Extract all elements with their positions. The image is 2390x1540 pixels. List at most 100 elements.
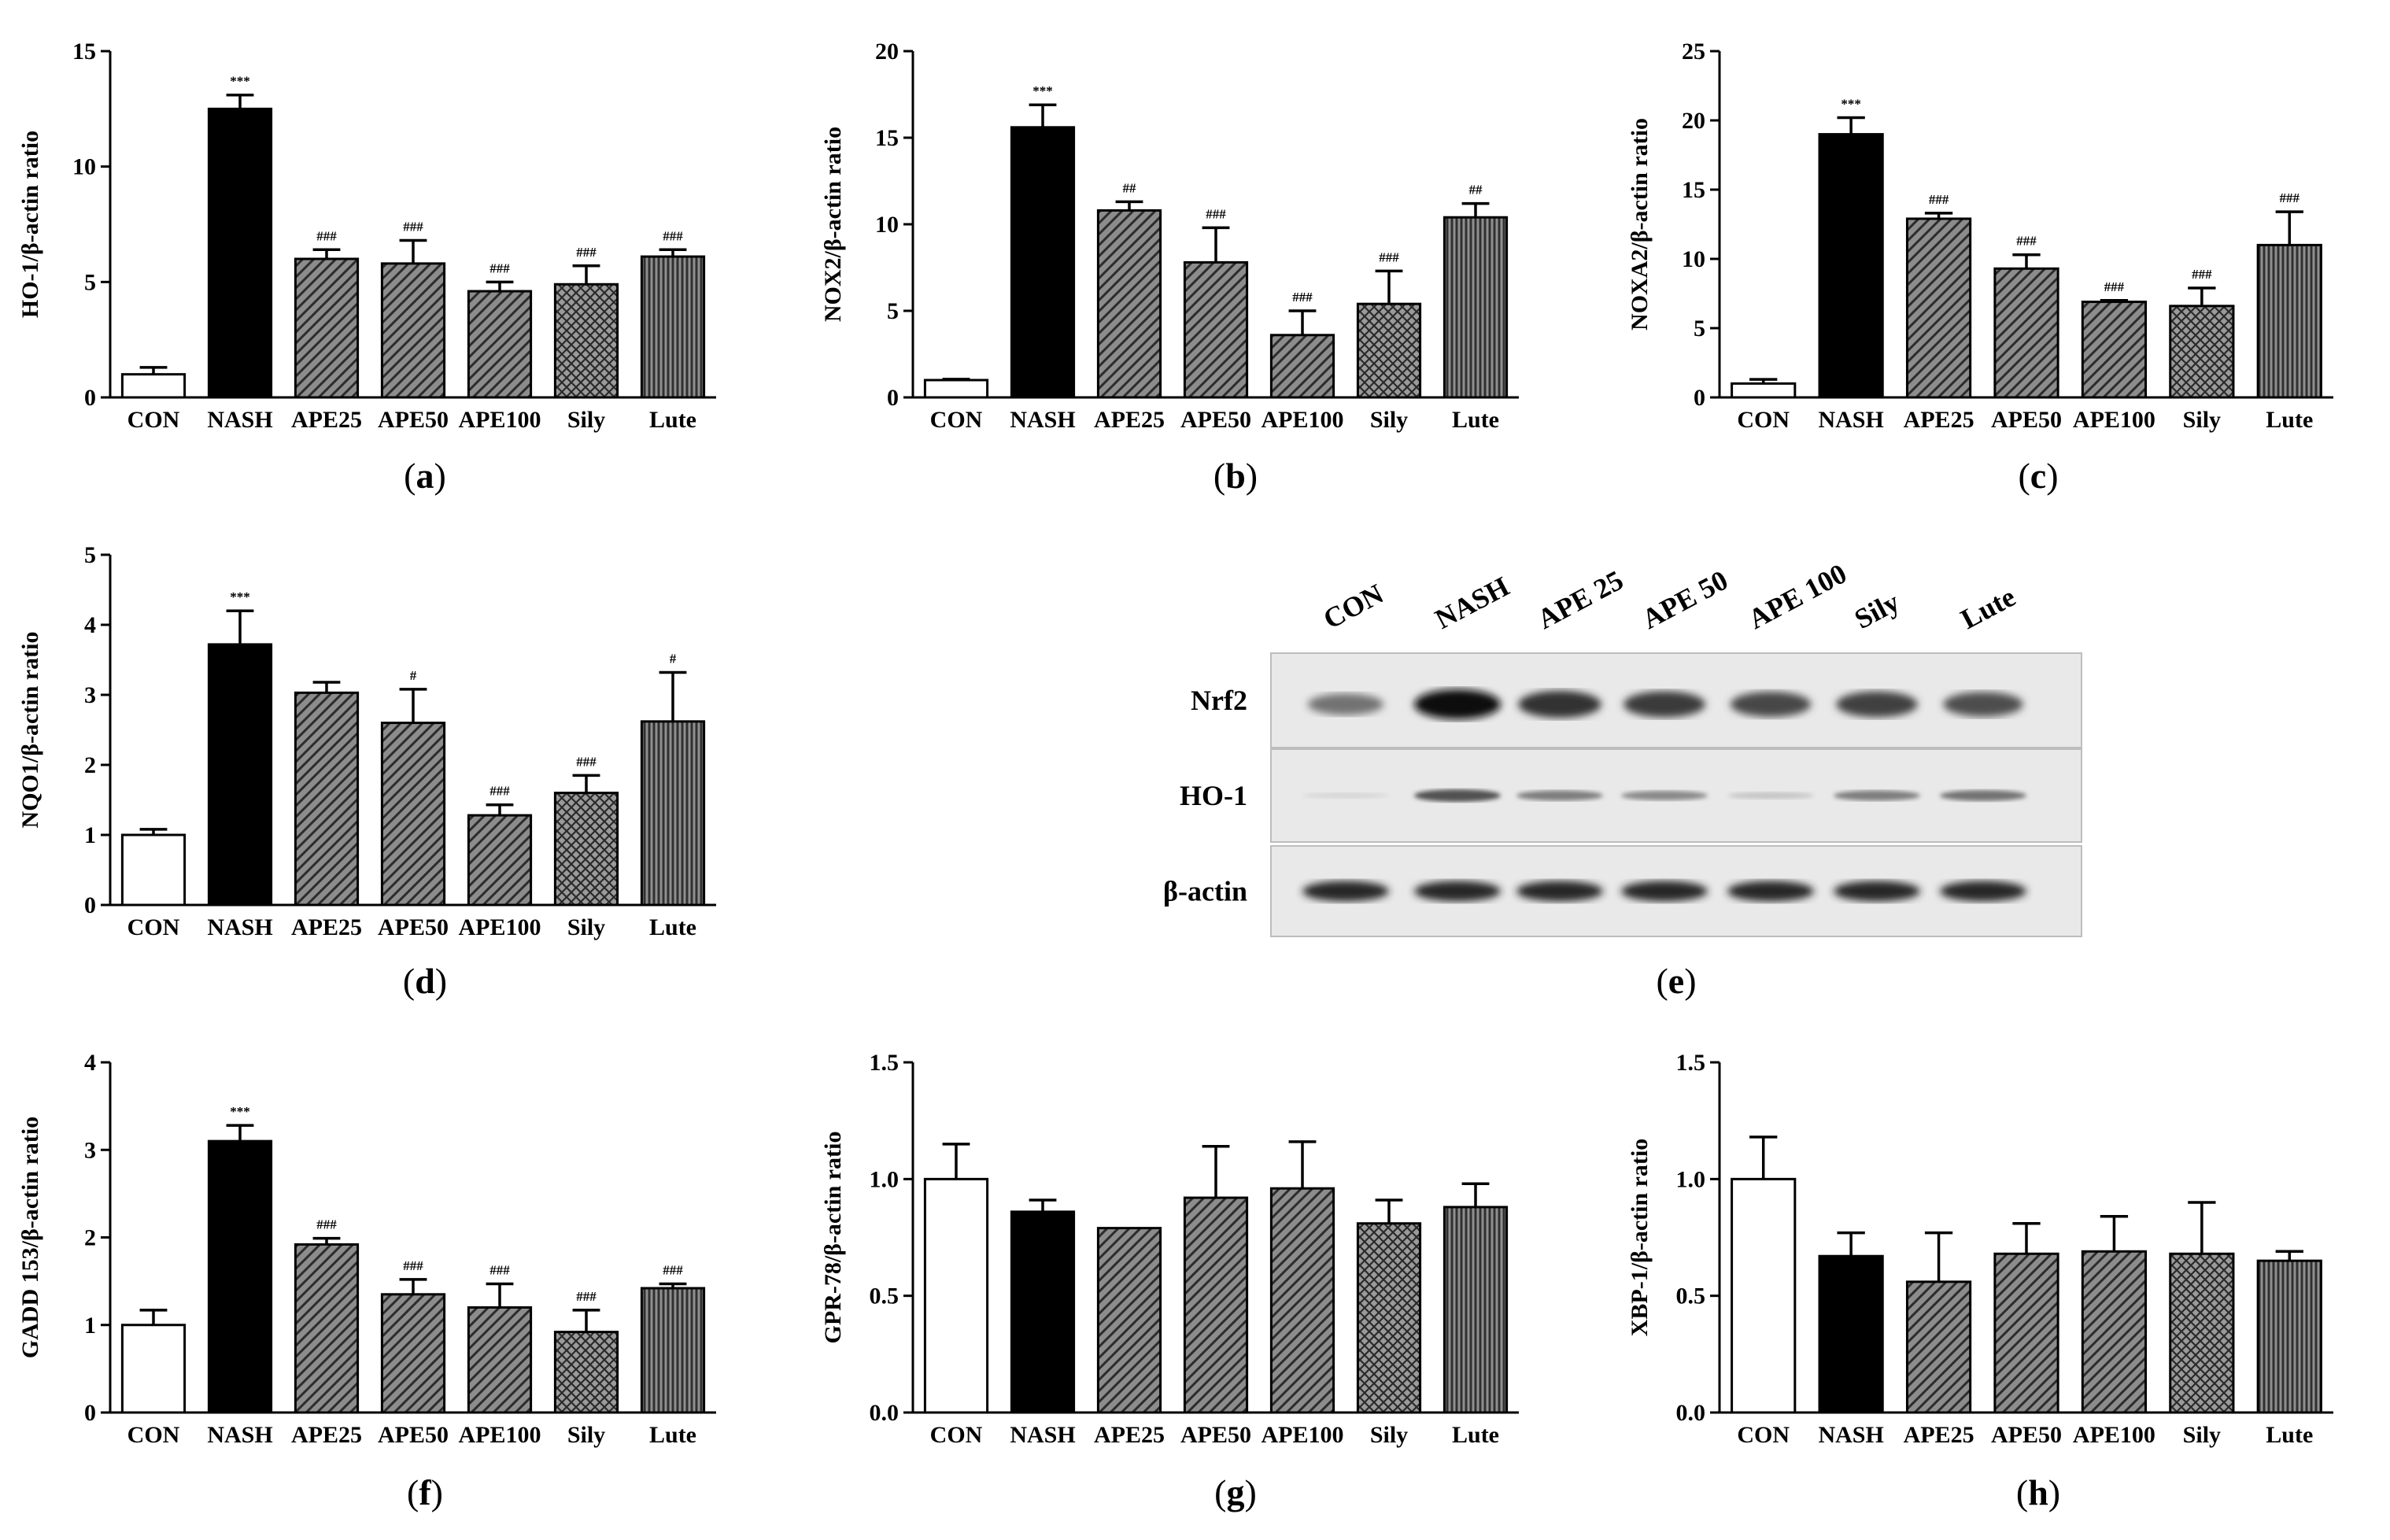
significance-label: ### (1292, 290, 1313, 305)
caption-paren-open: ( (407, 1472, 419, 1512)
y-tick-label: 3 (84, 1137, 96, 1163)
bar-sily (2169, 305, 2235, 399)
bar-nash (1818, 1254, 1884, 1414)
x-tick-label: Lute (1452, 407, 1499, 433)
x-tick-label: NASH (1818, 407, 1883, 433)
bar-nash (207, 1139, 273, 1414)
x-tick-label: APE100 (459, 1422, 541, 1448)
blot-band (1516, 790, 1603, 801)
x-tick-label: APE100 (2073, 1422, 2155, 1448)
x-tick-label: APE25 (291, 407, 362, 433)
caption-letter: a (416, 456, 434, 496)
y-tick-label: 0.0 (870, 1400, 899, 1426)
y-tick-label: 3 (84, 682, 96, 708)
significance-label: ## (1123, 180, 1137, 195)
x-tick-label: APE25 (291, 1422, 362, 1448)
blot-lane-label: APE 100 (1743, 557, 1852, 635)
y-tick-label: 4 (84, 1050, 96, 1076)
chart-panel-a: 0 5 10 15 HO-1/β-actin ratio CON *** NASH ### APE… (17, 39, 716, 496)
y-axis-label: NQO1/β-actin ratio (17, 632, 43, 829)
bar-con (120, 833, 187, 907)
x-tick-label: APE50 (378, 1422, 449, 1448)
caption-paren-close: ) (1245, 1472, 1257, 1512)
x-tick-label: Sily (567, 1422, 605, 1448)
bar-ape100 (467, 1306, 533, 1414)
blot-lane-label: Lute (1956, 581, 2020, 635)
significance-label: # (410, 668, 417, 683)
x-tick-label: APE50 (378, 914, 449, 940)
x-tick-label: NASH (1010, 1422, 1075, 1448)
x-tick-label: Lute (649, 914, 696, 940)
bar-lute (640, 255, 706, 399)
y-tick-label: 5 (84, 542, 96, 568)
y-tick-label: 1 (84, 822, 96, 848)
panel-caption: (d) (403, 961, 447, 1001)
bar-sily (1356, 1222, 1422, 1414)
blot-band (1518, 690, 1601, 718)
y-tick-label: 4 (84, 612, 96, 638)
bar-ape25 (1905, 1280, 1972, 1414)
bar-ape25 (1096, 209, 1162, 399)
chart-panel-g: 0.0 0.5 1.0 1.5 GPR-78/β-actin ratio CON NASH A… (820, 1050, 1519, 1512)
bar-ape25 (294, 1243, 360, 1414)
bar-ape50 (1183, 1196, 1249, 1414)
y-tick-label: 20 (1682, 108, 1705, 134)
x-tick-label: APE50 (1991, 407, 2062, 433)
bar-sily (2169, 1252, 2235, 1414)
significance-label: # (670, 652, 677, 667)
y-tick-label: 10 (875, 212, 899, 238)
x-tick-label: APE25 (1094, 407, 1165, 433)
blot-lane-label: CON (1318, 578, 1388, 635)
bar-lute (2256, 243, 2322, 399)
caption-letter: h (2028, 1472, 2048, 1512)
significance-label: *** (230, 74, 250, 89)
bar-ape25 (294, 257, 360, 399)
bar-ape25 (294, 691, 360, 907)
caption-paren-close: ) (1246, 456, 1258, 496)
blot-band (1836, 691, 1918, 718)
x-tick-label: Sily (567, 407, 605, 433)
bar-ape100 (2081, 301, 2148, 399)
bar-sily (553, 1331, 619, 1414)
x-tick-label: APE100 (1261, 407, 1344, 433)
y-tick-label: 10 (1682, 246, 1705, 272)
x-tick-label: APE100 (459, 914, 541, 940)
bar-con (1731, 1177, 1797, 1414)
significance-label: ### (576, 1289, 597, 1304)
blot-band (1414, 881, 1501, 902)
blot-row-label: Nrf2 (1191, 685, 1247, 716)
y-tick-label: 5 (84, 269, 96, 295)
x-tick-label: NASH (207, 407, 272, 433)
blot-band (1834, 881, 1920, 902)
x-tick-label: APE25 (1904, 1422, 1974, 1448)
bar-sily (553, 792, 619, 907)
panel-caption: (e) (1656, 961, 1696, 1001)
y-tick-label: 1.0 (1676, 1166, 1706, 1192)
significance-label: ## (1469, 183, 1483, 198)
y-tick-label: 5 (887, 298, 899, 324)
x-tick-label: Lute (2266, 1422, 2313, 1448)
blot-band (1414, 789, 1501, 802)
bar-ape50 (1993, 1252, 2059, 1414)
y-tick-label: 20 (875, 39, 899, 65)
bar-ape50 (380, 1293, 446, 1414)
x-tick-label: CON (127, 407, 180, 433)
caption-letter: d (415, 961, 435, 1001)
bar-con (120, 1324, 187, 1414)
y-tick-label: 1.5 (1676, 1050, 1706, 1076)
significance-label: *** (1841, 96, 1861, 111)
y-tick-label: 1.5 (870, 1050, 899, 1076)
x-tick-label: APE50 (378, 407, 449, 433)
bar-ape100 (1269, 1187, 1335, 1414)
significance-label: ### (2280, 190, 2300, 205)
significance-label: ### (403, 1258, 423, 1273)
chart-panel-h: 0.0 0.5 1.0 1.5 XBP-1/β-actin ratio CON NASH AP… (1627, 1050, 2333, 1512)
caption-letter: g (1227, 1472, 1245, 1512)
x-tick-label: Sily (1370, 407, 1408, 433)
bar-ape50 (380, 722, 446, 907)
blot-lane-label: APE 25 (1532, 564, 1628, 635)
x-tick-label: Lute (649, 1422, 696, 1448)
x-tick-label: Sily (2183, 1422, 2221, 1448)
